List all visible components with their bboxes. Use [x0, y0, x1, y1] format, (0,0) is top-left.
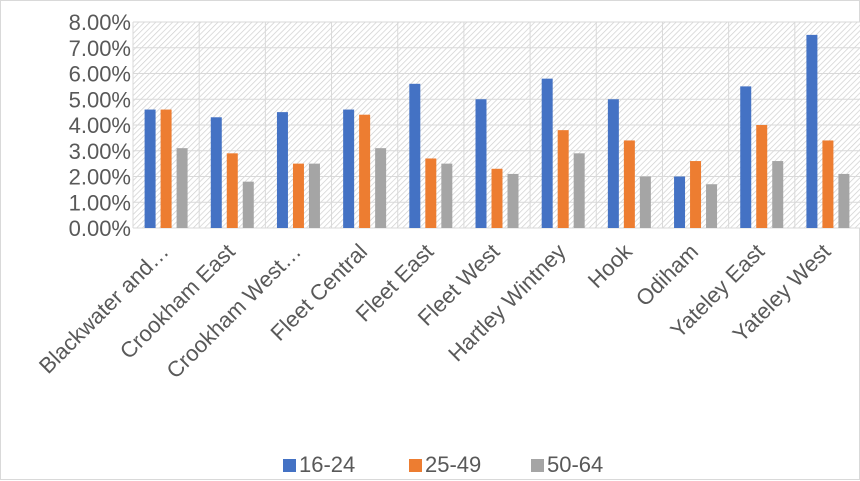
- legend-label: 16-24: [299, 452, 355, 477]
- x-tick-label: Crookham East: [115, 239, 240, 364]
- y-tick-label: 2.00%: [69, 165, 131, 190]
- bar-16-24: [674, 176, 686, 228]
- bar-16-24: [607, 99, 619, 228]
- bar-16-24: [144, 109, 156, 228]
- y-tick-label: 7.00%: [69, 36, 131, 61]
- bar-25-49: [491, 168, 503, 228]
- bar-25-49: [690, 161, 702, 228]
- legend-label: 25-49: [425, 452, 481, 477]
- x-tick-label: Hartley Wintney: [443, 239, 570, 366]
- bar-16-24: [740, 86, 752, 228]
- bar-25-49: [226, 153, 238, 228]
- bar-50-64: [706, 184, 718, 228]
- bar-16-24: [210, 117, 222, 228]
- bar-50-64: [573, 153, 585, 228]
- bar-25-49: [623, 140, 635, 228]
- bar-16-24: [276, 112, 288, 228]
- bar-50-64: [838, 173, 850, 228]
- legend-swatch: [531, 459, 544, 472]
- bar-50-64: [507, 173, 519, 228]
- y-tick-label: 6.00%: [69, 62, 131, 87]
- bar-16-24: [409, 83, 421, 228]
- y-tick-label: 3.00%: [69, 139, 131, 164]
- bar-25-49: [292, 163, 304, 228]
- y-axis: 0.00%1.00%2.00%3.00%4.00%5.00%6.00%7.00%…: [69, 10, 131, 241]
- y-tick-label: 0.00%: [69, 216, 131, 241]
- x-tick-label: Hook: [583, 238, 638, 293]
- y-tick-label: 4.00%: [69, 113, 131, 138]
- y-tick-label: 5.00%: [69, 87, 131, 112]
- bar-25-49: [756, 125, 768, 228]
- legend-swatch: [283, 459, 296, 472]
- bars: [144, 34, 850, 229]
- bar-50-64: [308, 163, 320, 228]
- bar-50-64: [375, 148, 387, 228]
- bar-16-24: [475, 99, 487, 228]
- legend: 16-24 25-49 50-64: [283, 452, 603, 477]
- legend-label: 50-64: [547, 452, 603, 477]
- y-tick-label: 8.00%: [69, 10, 131, 35]
- legend-swatch: [409, 459, 422, 472]
- bar-50-64: [176, 148, 188, 228]
- bar-16-24: [343, 109, 355, 228]
- bar-50-64: [772, 161, 784, 228]
- bar-25-49: [557, 130, 569, 228]
- bar-50-64: [639, 176, 651, 228]
- y-tick-label: 1.00%: [69, 190, 131, 215]
- bar-25-49: [425, 158, 437, 228]
- bar-25-49: [822, 140, 834, 228]
- bar-25-49: [359, 114, 371, 228]
- bar-16-24: [541, 78, 553, 229]
- bar-16-24: [806, 34, 818, 228]
- bar-50-64: [441, 163, 453, 228]
- bar-25-49: [160, 109, 172, 228]
- bar-50-64: [242, 181, 254, 228]
